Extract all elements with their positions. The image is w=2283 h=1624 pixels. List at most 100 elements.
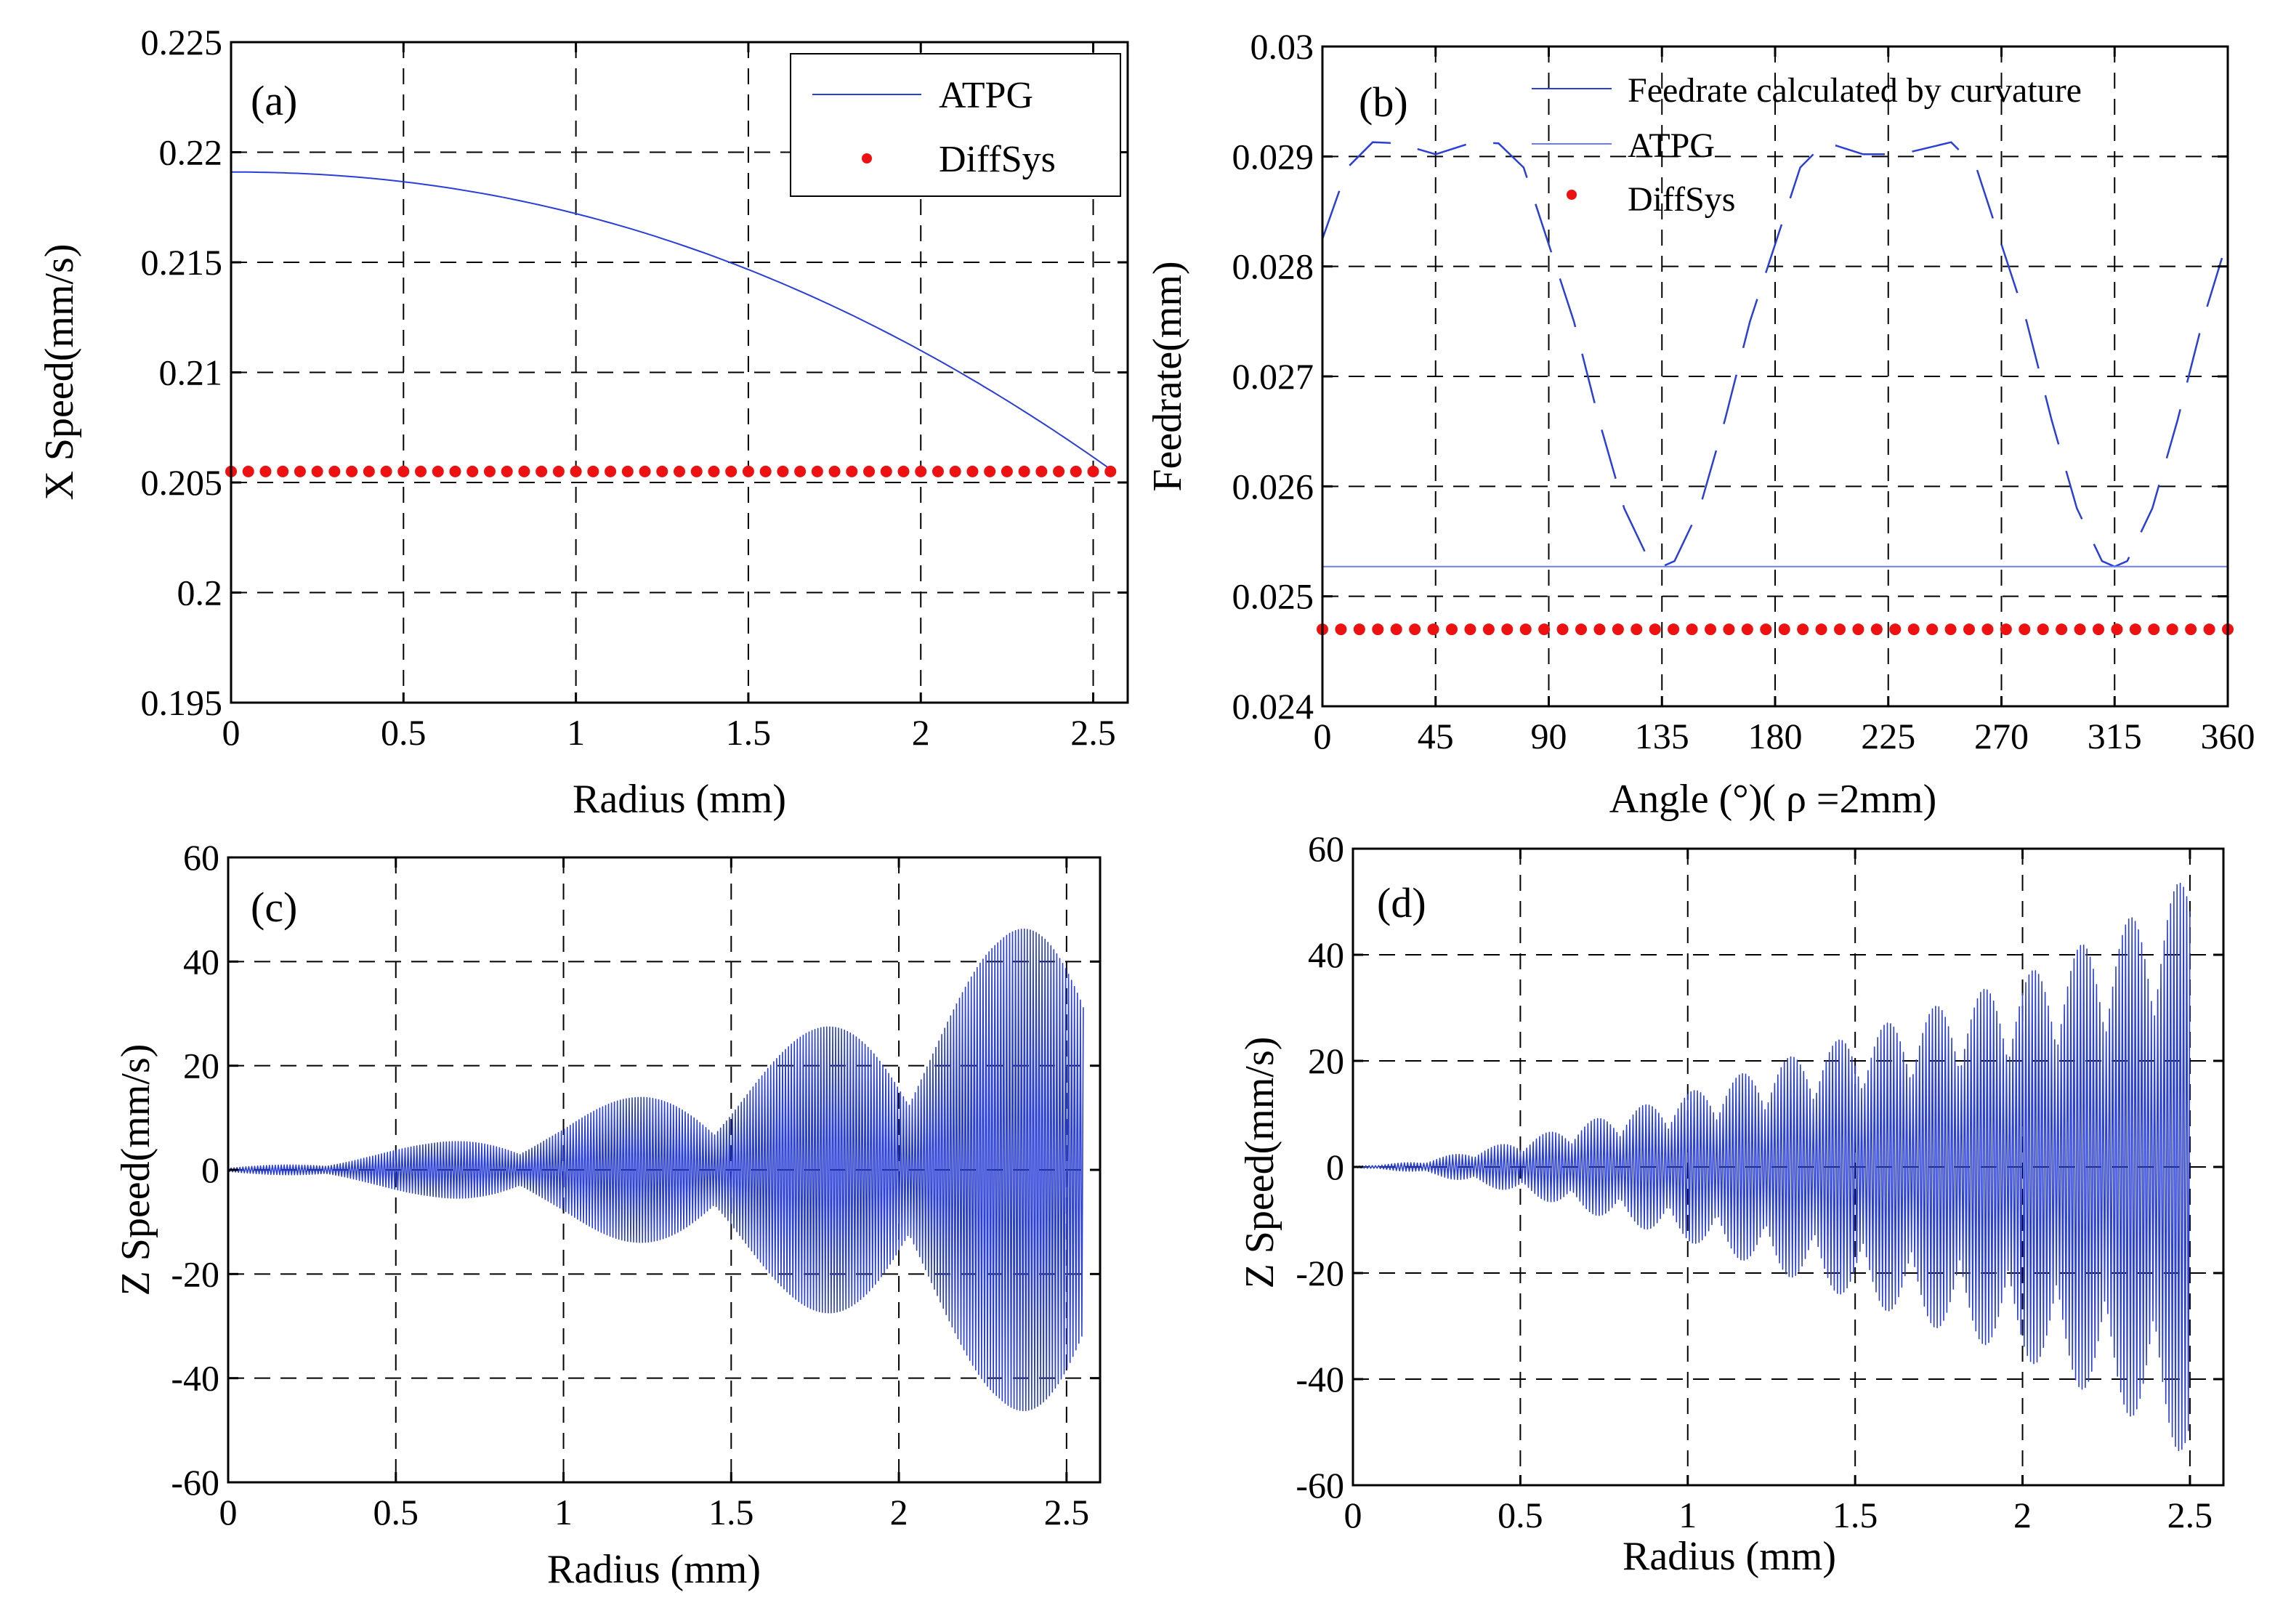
- panel-a-diffsys-point: [777, 465, 789, 477]
- panel-b-diffsys-point: [2056, 623, 2068, 636]
- panel-b-diffsys-point: [1446, 623, 1458, 636]
- panel-d: 0 0.5 1 1.5 2 2.5 -60 -40 -20 0 20 40 60 (d) Radius …: [1237, 828, 2225, 1579]
- panel-d-label: (d): [1377, 879, 1426, 926]
- panel-b-diffsys-point: [1944, 623, 1957, 636]
- panel-b-xtick-label: 225: [1861, 716, 1915, 756]
- panel-a-diffsys-point: [897, 465, 910, 477]
- panel-c-xtick-label: 0: [219, 1492, 238, 1532]
- panel-b-ytick-label: 0.026: [1232, 466, 1314, 506]
- panel-b-label: (b): [1359, 78, 1408, 126]
- panel-a-diffsys-point: [1070, 465, 1082, 477]
- panel-b-xtick-label: 0: [1314, 716, 1332, 756]
- panel-a-diffsys-point: [415, 465, 427, 477]
- panel-a-diffsys-point: [949, 465, 961, 477]
- panel-b-diffsys-point: [2185, 623, 2197, 636]
- panel-b-diffsys-point: [1889, 623, 1902, 636]
- panel-d-data: [1352, 882, 2191, 1452]
- panel-b-diffsys-point: [1760, 623, 1772, 636]
- panel-c-xtick-label: 1.5: [708, 1492, 754, 1532]
- panel-a-xtick-label: 0: [222, 712, 241, 753]
- panel-b-diffsys-point: [2019, 623, 2031, 636]
- panel-a-diffsys-point: [294, 465, 306, 477]
- panel-d-ytick-label: 40: [1308, 934, 1344, 975]
- panel-b-diffsys-point: [1501, 623, 1514, 636]
- panel-b-xtick-label: 180: [1748, 716, 1803, 756]
- panel-a-xtick-label: 1.5: [726, 712, 772, 753]
- panel-c-data: [227, 928, 1084, 1412]
- panel-b-xtick-label: 360: [2201, 716, 2255, 756]
- panel-b-legend-atpg: ATPG: [1628, 126, 1715, 165]
- panel-a-diffsys-point: [1035, 465, 1048, 477]
- panel-a-legend-diffsys-swatch: [862, 153, 872, 163]
- panel-b-ytick-label: 0.027: [1232, 356, 1314, 397]
- panel-b-ticks: 0 45 90 135 180 225 270 315 360 0.024 0.025 0.026 0.…: [1232, 26, 2255, 756]
- panel-a-diffsys-point: [639, 465, 651, 477]
- panel-d-xtick-label: 1.5: [1833, 1495, 1878, 1535]
- panel-a-diffsys-point: [1087, 465, 1099, 477]
- panel-a-diffsys-point: [259, 465, 272, 477]
- panel-a-ytick-label: 0.205: [141, 462, 223, 503]
- panel-d-xtick-label: 0.5: [1498, 1495, 1543, 1535]
- panel-b-diffsys-point: [1870, 623, 1883, 636]
- panel-a-diffsys-point: [966, 465, 979, 477]
- panel-a-diffsys-point: [1001, 465, 1013, 477]
- panel-d-ytick-label: -20: [1296, 1253, 1344, 1293]
- panel-b-xtick-label: 45: [1418, 716, 1454, 756]
- panel-a-diffsys-point: [656, 465, 668, 477]
- panel-b-xtick-label: 135: [1635, 716, 1689, 756]
- panel-a-legend-diffsys: DiffSys: [939, 139, 1056, 180]
- panel-b-diffsys-point: [1852, 623, 1864, 636]
- panel-c-xtick-label: 1: [554, 1492, 573, 1532]
- panel-b-diffsys-point: [2074, 623, 2086, 636]
- panel-c-ytick-label: -60: [171, 1462, 219, 1503]
- panel-d-xtick-label: 2.5: [2167, 1495, 2213, 1535]
- panel-a-diffsys-point: [432, 465, 444, 477]
- panel-c-ytick-label: 0: [201, 1150, 219, 1190]
- panel-a-xtick-label: 0.5: [381, 712, 427, 753]
- panel-a-diffsys-point: [328, 465, 341, 477]
- panel-a-diffsys-point: [570, 465, 582, 477]
- panel-b-diffsys-point: [1907, 623, 1920, 636]
- panel-a-xtick-label: 2.5: [1070, 712, 1116, 753]
- panel-c-xtick-label: 2.5: [1044, 1492, 1090, 1532]
- panel-a-diffsys-point: [518, 465, 530, 477]
- panel-a-ytick-label: 0.225: [141, 22, 223, 62]
- panel-a-diffsys-point: [880, 465, 892, 477]
- panel-b-diffsys-point: [1705, 623, 1716, 636]
- panel-a-diffsys-point: [708, 465, 720, 477]
- panel-d-ytick-label: 60: [1308, 828, 1344, 869]
- panel-b-xtick-label: 270: [1974, 716, 2029, 756]
- panel-b-diffsys-point: [1778, 623, 1790, 636]
- panel-a-diffsys-point: [536, 465, 548, 477]
- panel-a-xtick-label: 2: [912, 712, 930, 753]
- panel-a-diffsys-point: [466, 465, 479, 477]
- panel-b-diffsys-point: [2166, 623, 2178, 636]
- panel-a-diffsys-point: [552, 465, 565, 477]
- panel-b: 0 45 90 135 180 225 270 315 360 0.024 0.025 0.026 0.…: [1145, 26, 2255, 822]
- panel-a-diffsys-point: [725, 465, 738, 477]
- panel-a-diffsys-point: [674, 465, 685, 477]
- panel-a-diffsys-point: [483, 465, 496, 477]
- panel-a-legend: ATPG DiffSys: [790, 53, 1121, 197]
- panel-a-diffsys-point: [380, 465, 392, 477]
- panel-b-diffsys-point: [1981, 623, 1994, 636]
- panel-a-diffsys-point: [311, 465, 323, 477]
- panel-b-diffsys-point: [1538, 623, 1551, 636]
- panel-b-feedrate-line: [1321, 141, 2229, 568]
- panel-a-diffsys-point: [690, 465, 703, 477]
- panel-b-diffsys-point: [1797, 623, 1809, 636]
- panel-a-diffsys-point: [449, 465, 461, 477]
- panel-b-ytick-label: 0.025: [1232, 576, 1314, 617]
- panel-c-ytick-label: 20: [183, 1046, 219, 1086]
- panel-b-legend-diffsys-swatch: [1567, 190, 1577, 200]
- panel-a-ytick-label: 0.21: [159, 352, 223, 393]
- panel-b-diffsys-point: [2148, 623, 2160, 636]
- panel-a-diffsys-point: [984, 465, 996, 477]
- panel-a-xtick-label: 1: [567, 712, 585, 753]
- panel-a-ytick-label: 0.22: [159, 132, 223, 173]
- panel-a-diffsys-point: [1104, 465, 1117, 477]
- panel-b-diffsys-point: [1668, 623, 1680, 636]
- panel-b-xtick-label: 315: [2088, 716, 2142, 756]
- panel-b-diffsys-point: [1631, 623, 1643, 636]
- panel-a-atpg-line: [231, 171, 1111, 470]
